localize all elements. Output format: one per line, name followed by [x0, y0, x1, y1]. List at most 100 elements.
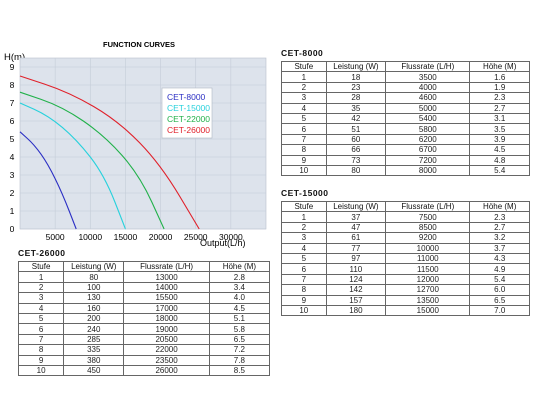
table-cell: 200 [63, 312, 125, 325]
column-header: Höhe (M) [469, 60, 530, 73]
table-cell: 160 [63, 302, 125, 314]
y-axis-label: H(m) [4, 52, 25, 63]
table-row: 4 35 5000 2.7 [281, 102, 530, 114]
legend-entry: CET-15000 [167, 103, 210, 113]
table-cell: 22000 [123, 344, 210, 356]
table-cell: 8 [281, 284, 327, 296]
table-cell: 3.5 [469, 123, 530, 135]
y-tick-label: 3 [10, 170, 15, 180]
table-row: 2 47 8500 2.7 [281, 221, 530, 234]
table-cell: 124 [325, 273, 387, 286]
table-row: 9 157 13500 6.5 [281, 294, 530, 306]
column-header: Leistung (W) [63, 260, 125, 273]
table-cell: 142 [325, 284, 387, 296]
column-header: Stufe [281, 60, 327, 73]
y-tick-label: 4 [10, 152, 15, 162]
cet26000-table: Stufe Leistung (W) Flussrate (L/H) Höhe (M)… [17, 260, 271, 377]
table-cell: 18 [325, 71, 387, 83]
cet15000-table-title: CET-15000 [281, 188, 329, 198]
cet8000-table-title: CET-8000 [281, 48, 324, 58]
table-cell: 37 [325, 211, 387, 223]
table-cell: 9 [17, 354, 65, 366]
legend-box [161, 87, 213, 139]
table-cell: 3.1 [469, 112, 530, 125]
table-cell: 1.6 [469, 71, 530, 83]
column-header: Leistung (W) [325, 200, 387, 213]
table-cell: 4000 [385, 81, 471, 94]
x-tick-label: 15000 [114, 232, 138, 242]
table-cell: 15500 [123, 292, 210, 304]
table-row: 8 66 6700 4.5 [281, 144, 530, 156]
table-row: 3 61 9200 3.2 [281, 232, 530, 244]
table-cell: 8500 [385, 221, 471, 234]
table-row: 4 160 17000 4.5 [17, 302, 271, 314]
table-cell: 1 [17, 271, 65, 283]
table-cell: 35 [325, 102, 387, 114]
column-header: Höhe (M) [469, 200, 530, 213]
table-cell: 9 [281, 154, 327, 166]
table-header-row: Stufe Leistung (W) Flussrate (L/H) Höhe (M) [281, 200, 530, 213]
table-cell: 20500 [123, 333, 210, 346]
table-cell: 17000 [123, 302, 210, 314]
table-cell: 11000 [385, 252, 471, 265]
table-cell: 3 [281, 232, 327, 244]
table-row: 7 60 6200 3.9 [281, 133, 530, 146]
table-cell: 3500 [385, 71, 471, 83]
function-curves-chart: FUNCTION CURVES H(m) 0 1 2 3 4 5 6 7 8 9 5000 10000… [4, 40, 267, 248]
table-row: 10 180 15000 7.0 [281, 304, 530, 317]
table-cell: 5400 [385, 112, 471, 125]
table-cell: 4.8 [469, 154, 530, 166]
table-cell: 26000 [123, 364, 210, 377]
table-cell: 100 [63, 281, 125, 294]
table-cell: 5 [281, 112, 327, 125]
table-row: 5 97 11000 4.3 [281, 252, 530, 265]
table-cell: 10000 [385, 242, 471, 254]
series-lines [19, 75, 200, 230]
x-tick-label: 20000 [149, 232, 173, 242]
table-cell: 9 [281, 294, 327, 306]
table-cell: 4 [281, 102, 327, 114]
series-line-cet-15000 [19, 102, 126, 230]
table-cell: 4.5 [469, 144, 530, 156]
table-cell: 1.9 [469, 81, 530, 94]
table-cell: 28 [325, 92, 387, 104]
table-cell: 8 [17, 344, 65, 356]
table-row: 9 73 7200 4.8 [281, 154, 530, 166]
table-row: 1 18 3500 1.6 [281, 71, 530, 83]
table-row: 7 124 12000 5.4 [281, 273, 530, 286]
table-cell: 380 [63, 354, 125, 366]
table-cell: 42 [325, 112, 387, 125]
table-cell: 4.0 [208, 292, 271, 304]
table-cell: 66 [325, 144, 387, 156]
table-cell: 130 [63, 292, 125, 304]
table-cell: 9200 [385, 232, 471, 244]
cet26000-table-title: CET-26000 [18, 248, 66, 258]
table-cell: 3.2 [469, 232, 530, 244]
table-cell: 335 [63, 344, 125, 356]
legend-entry: CET-22000 [167, 114, 210, 124]
table-cell: 80 [63, 271, 125, 283]
series-line-cet-22000 [19, 91, 165, 230]
table-cell: 3.4 [208, 281, 271, 294]
table-cell: 1 [281, 71, 327, 83]
column-header: Stufe [281, 200, 327, 213]
table-cell: 80 [325, 164, 387, 177]
table-cell: 7.8 [208, 354, 271, 366]
table-cell: 1 [281, 211, 327, 223]
table-cell: 7.0 [469, 304, 530, 317]
table-row: 10 80 8000 5.4 [281, 164, 530, 177]
table-cell: 6.0 [469, 284, 530, 296]
table-cell: 51 [325, 123, 387, 135]
table-row: 8 335 22000 7.2 [17, 344, 271, 356]
table-cell: 6700 [385, 144, 471, 156]
table-cell: 450 [63, 364, 125, 377]
table-row: 3 28 4600 2.3 [281, 92, 530, 104]
table-row: 5 200 18000 5.1 [17, 312, 271, 325]
table-header-row: Stufe Leistung (W) Flussrate (L/H) Höhe (M) [281, 60, 530, 73]
table-cell: 14000 [123, 281, 210, 294]
table-cell: 2.7 [469, 221, 530, 234]
grid-lines [20, 58, 266, 230]
table-cell: 60 [325, 133, 387, 146]
tick-labels: 0 1 2 3 4 5 6 7 8 9 5000 10000 15000 20000 25000 30000 [10, 62, 243, 242]
column-header: Höhe (M) [208, 260, 271, 273]
